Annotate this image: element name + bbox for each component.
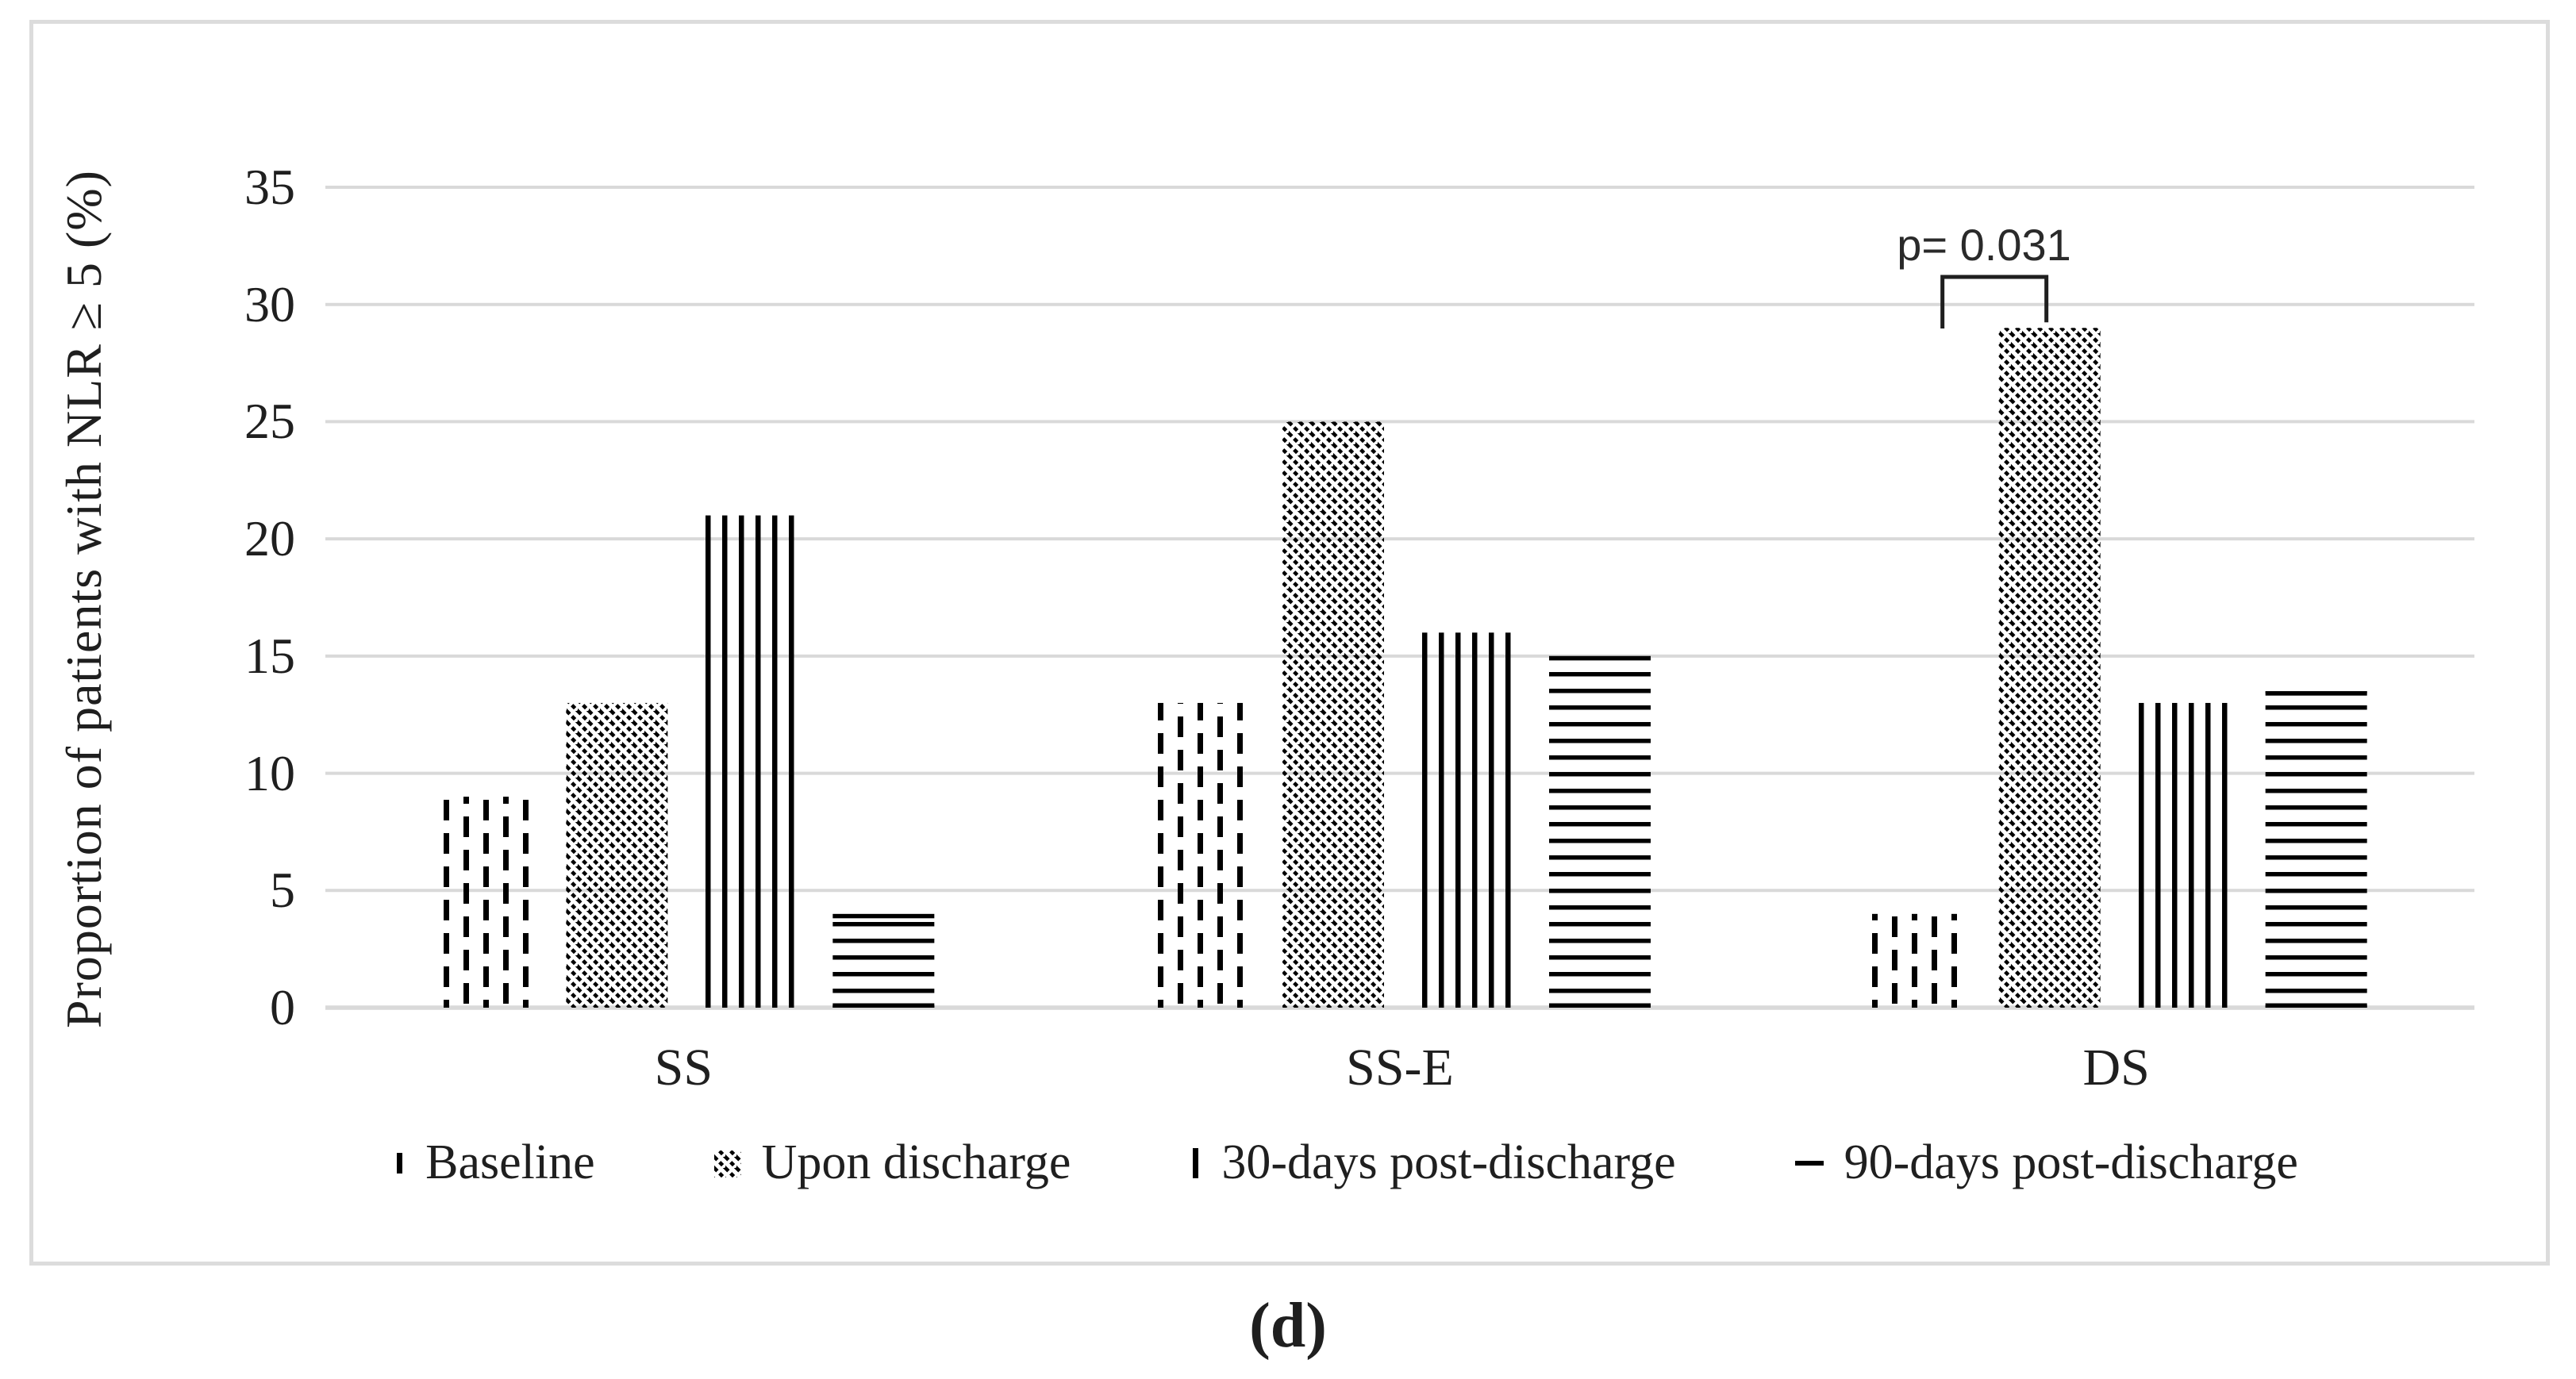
bar-ss-e-2 (1416, 632, 1517, 1008)
y-tick-label: 0 (270, 979, 295, 1035)
bar-ss-0 (433, 797, 535, 1008)
bar-top-line (832, 913, 935, 919)
bar-bottom-line (2265, 1003, 2367, 1008)
legend-item: 90-days post-discharge (1794, 1135, 2298, 1191)
legend-label: Upon discharge (761, 1135, 1071, 1189)
figure-panel (29, 20, 2550, 1266)
significance-bracket (1940, 275, 2049, 328)
bar-bottom-line (1549, 1003, 1651, 1008)
y-axis-title: Proportion of patients with NLR ≥ 5 (%) (56, 170, 112, 1028)
y-tick-label: 15 (244, 627, 295, 684)
legend-label: Baseline (425, 1135, 595, 1189)
legend: Baseline Upon discharge 30-days post-disch… (270, 1135, 2422, 1191)
legend-item: 30-days post-discharge (1190, 1135, 1676, 1191)
y-tick-label: 35 (244, 159, 295, 215)
bar-ds-0 (1865, 913, 1967, 1008)
legend-item: Upon discharge (713, 1135, 1071, 1191)
legend-marker-vertical-line-icon (1193, 1147, 1199, 1178)
bar-ds-3 (2265, 691, 2367, 1008)
bar-ds-1 (1998, 328, 2101, 1008)
bar-ss-e-1 (1282, 421, 1384, 1008)
x-category-label: SS (654, 1039, 713, 1097)
legend-marker-dashed-vertical-icon (397, 1152, 403, 1173)
bar-ss-2 (699, 515, 802, 1008)
bar-ss-1 (566, 702, 668, 1008)
figure-caption: (d) (1249, 1291, 1327, 1361)
bar-ss-3 (832, 913, 935, 1008)
bar-top-line (2265, 691, 2367, 696)
legend-label: 90-days post-discharge (1844, 1135, 2298, 1189)
gridlines (325, 186, 2474, 1010)
bar-top-line (1549, 655, 1651, 661)
x-category-label: SS-E (1346, 1039, 1454, 1097)
bracket-path (1940, 275, 2049, 328)
bar-ds-2 (2132, 702, 2234, 1008)
y-tick-label: 30 (244, 275, 295, 332)
legend-marker-horizontal-line-icon (1794, 1160, 1824, 1166)
y-tick-label: 20 (244, 510, 295, 567)
bar-ss-e-0 (1149, 702, 1251, 1008)
legend-label: 30-days post-discharge (1221, 1135, 1676, 1189)
bar-bottom-line (832, 1003, 935, 1008)
bar-ss-e-3 (1549, 655, 1651, 1008)
y-tick-label: 25 (244, 393, 295, 450)
y-tick-label: 10 (244, 744, 295, 801)
bars (433, 328, 2367, 1008)
x-category-label: DS (2082, 1039, 2150, 1097)
p-value-annotation: p= 0.031 (1897, 220, 2071, 270)
legend-marker-diagonal-hatch-icon (713, 1150, 741, 1177)
legend-item: Baseline (394, 1135, 595, 1191)
y-tick-label: 5 (270, 862, 295, 919)
